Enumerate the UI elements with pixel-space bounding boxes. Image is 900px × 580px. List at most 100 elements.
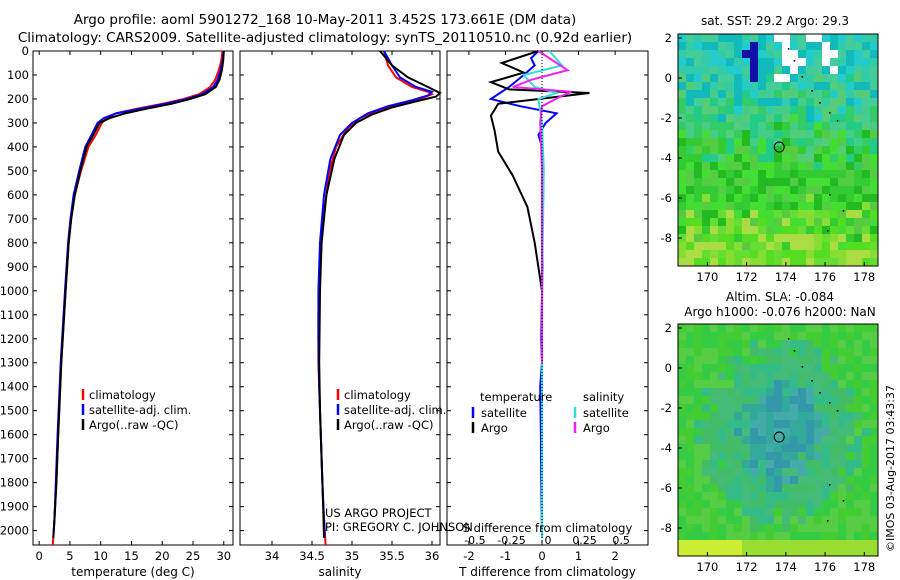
island-point [801,366,804,368]
top-scale-label: 0.5 [612,534,630,547]
y-tick-label: 1700 [0,452,29,466]
x-tick-label-salinity-profile: 34.5 [299,549,325,563]
island-point [836,410,839,412]
sla-map-title-2: Argo h1000: -0.076 h2000: NaN [684,305,876,319]
y-tick-label: 1300 [0,356,29,370]
sst-map-title: sat. SST: 29.2 Argo: 29.3 [700,14,850,28]
x-tick-label-difference-profile: 0 [538,549,545,563]
legend-label-salinity-argo: Argo [583,421,610,435]
x-tick-label-temperature-profile: 20 [155,549,170,563]
map-y-tick-label: 2 [665,321,672,335]
map-y-tick-label: 0 [665,361,672,375]
island-point [827,520,829,522]
series-line-salinity-argo [512,50,572,363]
map-x-tick-label: 170 [696,270,718,284]
series-line-satellite [52,50,225,538]
map-y-tick-label: -6 [661,481,672,495]
map-y-tick-label: 0 [665,71,672,85]
map-cells-sla-map [678,324,879,557]
map-frame-sla-map [677,323,879,557]
y-tick-label: 500 [7,164,29,178]
y-tick-label: 700 [7,212,29,226]
y-tick-label: 2000 [0,524,29,538]
y-tick-label: 100 [7,68,29,82]
figure-title-line-1: Argo profile: aoml 5901272_168 10-May-20… [73,12,577,28]
y-tick-label: 1800 [0,476,29,490]
x-axis-label-top: S difference from climatology [463,521,633,535]
top-scale-label: -0.25 [497,534,525,547]
x-tick-label-temperature-profile: 0 [35,549,42,563]
map-x-tick-label: 170 [696,560,718,574]
series-line-satellite [317,50,434,538]
map-y-tick-label: -2 [661,111,672,125]
map-x-tick-label: 172 [736,560,758,574]
argo-location-marker [773,431,785,443]
island-point [801,76,804,78]
island-point [811,90,813,92]
map-y-tick-label: 2 [665,31,672,45]
island-point [828,402,831,404]
top-scale-label: 0 [545,534,552,547]
x-tick-label-salinity-profile: 35.5 [379,549,405,563]
island-point [827,230,829,232]
y-tick-label: 1200 [0,332,29,346]
x-tick-label-difference-profile: 2 [611,549,618,563]
x-axis-label-temperature-profile: temperature (deg C) [71,565,194,579]
y-tick-label: 1400 [0,380,29,394]
map-x-tick-label: 174 [775,270,797,284]
island-point [842,500,845,502]
series-line-climatology [51,50,224,546]
island-point [828,484,831,486]
argo-location-marker [773,141,785,153]
y-tick-label: 1600 [0,428,29,442]
map-x-tick-label: 174 [775,560,797,574]
legend-label-argo: Argo(..raw -QC) [344,418,434,432]
legend-label-climatology: climatology [89,388,156,402]
series-line-temperature-argo [487,50,590,327]
y-tick-label: 200 [7,92,29,106]
figure-title-line-2: Climatology: CARS2009. Satellite-adjuste… [17,30,633,46]
x-tick-label-salinity-profile: 36 [425,549,440,563]
island-point [793,60,796,62]
project-name: US ARGO PROJECT [325,506,433,520]
map-x-tick-label: 176 [814,270,836,284]
map-cells-sst-map [678,34,879,267]
x-tick-label-temperature-profile: 15 [124,549,139,563]
plot-frame-temperature-profile [32,50,234,546]
map-x-tick-label: 176 [814,560,836,574]
legend-label-temperature-satellite: satellite [481,406,527,420]
map-y-tick-label: -2 [661,401,672,415]
island-point [828,112,831,114]
legend-label-climatology: climatology [344,388,411,402]
island-point [787,48,790,50]
imos-credit: ©IMOS 03-Aug-2017 03:43:37 [884,385,897,552]
project-pi: PI: GREGORY C. JOHNSON [325,520,473,534]
legend-label-satellite: satellite-adj. clim. [344,403,446,417]
legend-label-temperature-argo: Argo [481,421,508,435]
y-tick-label: 300 [7,116,29,130]
x-tick-label-difference-profile: -1 [500,549,511,563]
map-y-tick-label: -6 [661,191,672,205]
x-tick-label-salinity-profile: 35 [345,549,360,563]
legend-label-satellite: satellite-adj. clim. [89,403,191,417]
map-x-tick-label: 172 [736,270,758,284]
legend-header-salinity: salinity [583,390,624,404]
top-scale-label: -0.5 [464,534,485,547]
series-line-argo [318,50,442,538]
map-y-tick-label: -8 [661,231,672,245]
x-tick-label-temperature-profile: 10 [93,549,108,563]
legend-label-salinity-satellite: satellite [583,406,629,420]
island-point [836,120,839,122]
map-y-tick-label: -8 [661,521,672,535]
map-frame-sst-map [677,33,879,267]
map-x-tick-label: 178 [853,270,875,284]
y-tick-label: 400 [7,140,29,154]
series-line-argo [52,50,225,538]
plot-frame-salinity-profile [239,50,441,546]
island-point [828,194,831,196]
island-point [819,392,821,394]
map-y-tick-label: -4 [661,441,672,455]
island-point [793,350,796,352]
